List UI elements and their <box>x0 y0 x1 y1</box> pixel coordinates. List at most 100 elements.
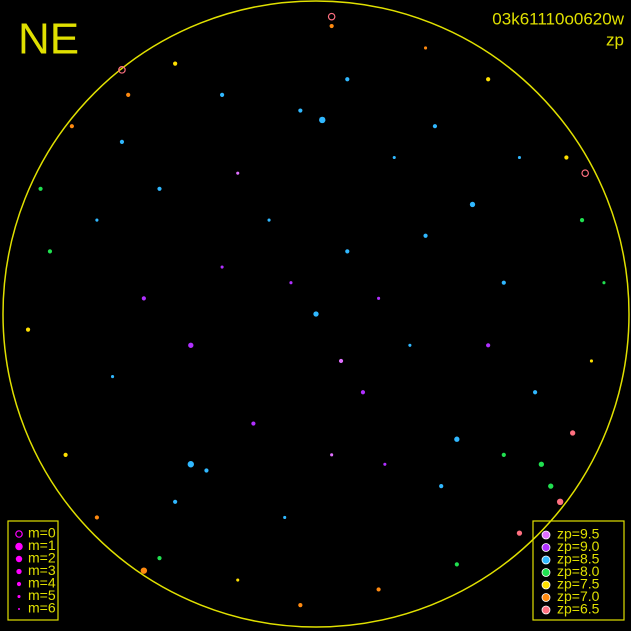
star <box>424 46 428 50</box>
star <box>173 499 178 504</box>
star <box>570 430 576 436</box>
star <box>313 311 319 317</box>
star <box>118 66 126 74</box>
star <box>392 155 396 160</box>
star <box>236 578 240 582</box>
star <box>501 452 506 457</box>
star <box>220 92 225 97</box>
size-legend-box <box>7 520 59 621</box>
star <box>173 61 178 66</box>
star <box>47 249 53 254</box>
star <box>157 186 162 191</box>
star <box>516 530 523 536</box>
chart-title: NE <box>18 15 79 64</box>
star <box>298 108 303 113</box>
star <box>360 390 366 395</box>
star <box>236 171 240 175</box>
star <box>188 342 194 348</box>
size-legend-label: m=4 <box>28 575 56 591</box>
size-legend-marker <box>16 568 22 575</box>
size-legend-label: m=6 <box>28 600 56 616</box>
size-legend-label: m=5 <box>28 587 56 603</box>
star <box>602 281 606 285</box>
star <box>486 343 491 348</box>
chart-label: zp <box>606 30 624 49</box>
star <box>338 358 344 364</box>
color-legend-marker <box>541 530 551 540</box>
size-legend-marker <box>18 608 20 610</box>
star <box>517 155 521 160</box>
star <box>329 23 334 29</box>
star <box>289 281 293 285</box>
star <box>204 468 209 473</box>
star <box>157 556 162 561</box>
star <box>556 498 564 505</box>
star <box>140 567 148 574</box>
color-legend-label: zp=7.0 <box>557 588 600 604</box>
color-legend-marker <box>541 580 551 590</box>
star <box>486 77 491 82</box>
color-legend-box <box>532 520 625 621</box>
color-legend-label: zp=8.0 <box>557 563 600 579</box>
star <box>69 124 74 129</box>
star <box>25 327 31 332</box>
color-legend-marker <box>541 555 551 565</box>
star <box>423 233 428 238</box>
star <box>63 452 68 457</box>
star <box>283 515 287 519</box>
size-legend-marker <box>16 581 22 587</box>
star <box>581 169 589 177</box>
star <box>376 587 381 592</box>
star <box>94 515 99 520</box>
star <box>327 12 336 21</box>
star <box>579 218 585 223</box>
color-legend-label: zp=7.5 <box>557 576 600 592</box>
star <box>141 296 146 301</box>
star <box>220 265 224 269</box>
star <box>469 201 476 208</box>
star <box>538 461 545 467</box>
size-legend-label: m=0 <box>28 525 56 541</box>
legends: m=0m=1m=2m=3m=4m=5m=6zp=9.5zp=9.0zp=8.5z… <box>7 520 625 621</box>
star <box>564 155 569 160</box>
size-legend-label: m=3 <box>28 562 56 578</box>
star <box>330 453 334 457</box>
color-legend-label: zp=9.5 <box>557 526 600 542</box>
star <box>377 296 381 300</box>
color-legend-marker <box>541 543 551 552</box>
size-legend-marker <box>17 594 21 599</box>
star <box>95 218 99 222</box>
star <box>345 77 350 82</box>
size-legend-marker <box>15 530 23 538</box>
star <box>298 602 303 608</box>
color-legend-marker <box>541 593 551 602</box>
size-legend-marker <box>15 542 23 551</box>
star <box>383 462 387 466</box>
star <box>533 390 538 395</box>
star <box>267 218 271 222</box>
star <box>187 461 194 468</box>
star <box>126 92 131 97</box>
color-legend-label: zp=9.0 <box>557 538 600 554</box>
color-legend-label: zp=6.5 <box>557 601 600 617</box>
star <box>408 343 412 347</box>
star <box>251 421 256 426</box>
star <box>589 359 593 363</box>
star <box>319 116 326 124</box>
color-legend-label: zp=8.5 <box>557 551 600 567</box>
star <box>111 375 115 379</box>
chart-subtitle: 03k61110o0620w <box>492 9 624 28</box>
star <box>38 186 43 191</box>
star <box>454 562 459 567</box>
color-legend-marker <box>541 568 551 577</box>
star <box>501 280 506 285</box>
size-legend-label: m=2 <box>28 550 56 566</box>
star <box>439 484 444 489</box>
color-legend-marker <box>541 605 551 615</box>
size-legend-label: m=1 <box>28 537 56 553</box>
star <box>119 139 125 144</box>
points <box>25 12 606 608</box>
